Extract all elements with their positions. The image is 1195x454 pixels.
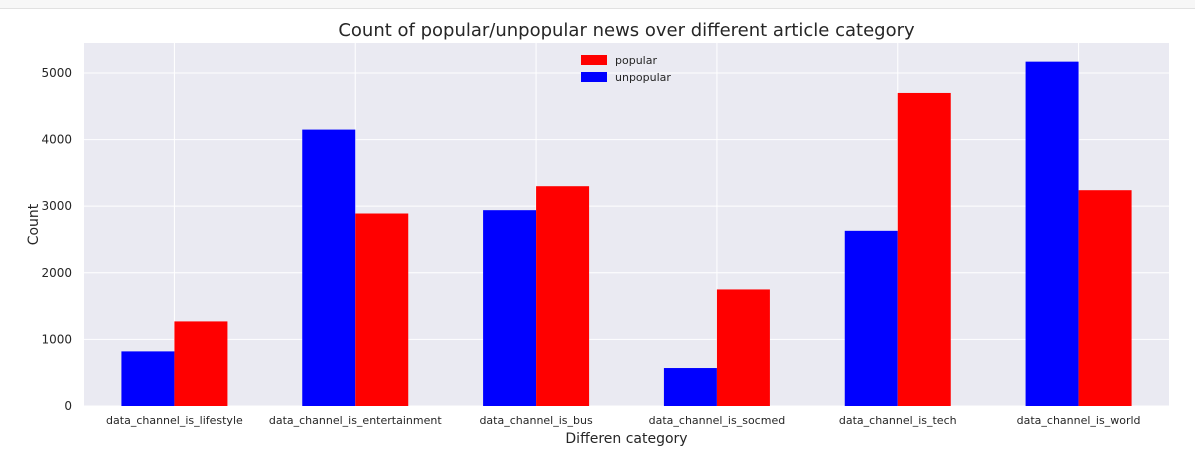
x-tick-label: data_channel_is_entertainment <box>269 414 442 427</box>
x-axis-label: Differen category <box>565 431 687 447</box>
y-tick-label: 4000 <box>41 133 72 147</box>
bars <box>121 61 1132 407</box>
x-tick-label: data_channel_is_bus <box>479 414 593 427</box>
x-tick-label: data_channel_is_lifestyle <box>106 414 243 427</box>
y-axis-ticks: 0 1000 2000 3000 4000 5000 <box>41 66 72 413</box>
x-tick-label: data_channel_is_world <box>1017 414 1141 427</box>
x-tick-label: data_channel_is_socmed <box>649 414 786 427</box>
legend-swatch-unpopular <box>581 72 607 82</box>
y-tick-label: 3000 <box>41 199 72 213</box>
chart-title: Count of popular/unpopular news over dif… <box>338 20 915 41</box>
legend: popular unpopular <box>581 54 671 84</box>
x-tick-label: data_channel_is_tech <box>839 414 957 427</box>
y-tick-label: 1000 <box>41 332 72 346</box>
bar-popular-data_channel_is_entertainment <box>355 213 409 406</box>
bar-popular-data_channel_is_bus <box>536 186 590 406</box>
top-strip <box>0 0 1195 9</box>
plot-background <box>84 43 1169 406</box>
y-axis-label: Count <box>26 203 42 245</box>
bar-popular-data_channel_is_tech <box>897 92 951 406</box>
x-axis-ticks: data_channel_is_lifestyle data_channel_is… <box>106 414 1140 427</box>
bar-unpopular-data_channel_is_entertainment <box>302 129 356 406</box>
y-tick-label: 2000 <box>41 266 72 280</box>
bar-popular-data_channel_is_lifestyle <box>174 321 228 406</box>
legend-label-unpopular: unpopular <box>615 71 671 84</box>
legend-label-popular: popular <box>615 54 657 67</box>
bar-unpopular-data_channel_is_tech <box>844 230 898 406</box>
y-tick-label: 0 <box>64 399 72 413</box>
y-tick-label: 5000 <box>41 66 72 80</box>
bar-unpopular-data_channel_is_lifestyle <box>121 351 175 406</box>
bar-unpopular-data_channel_is_socmed <box>663 368 717 406</box>
bar-popular-data_channel_is_socmed <box>716 289 770 406</box>
bar-unpopular-data_channel_is_world <box>1025 61 1079 407</box>
legend-swatch-popular <box>581 55 607 65</box>
bar-popular-data_channel_is_world <box>1078 190 1132 406</box>
bar-unpopular-data_channel_is_bus <box>483 210 537 406</box>
